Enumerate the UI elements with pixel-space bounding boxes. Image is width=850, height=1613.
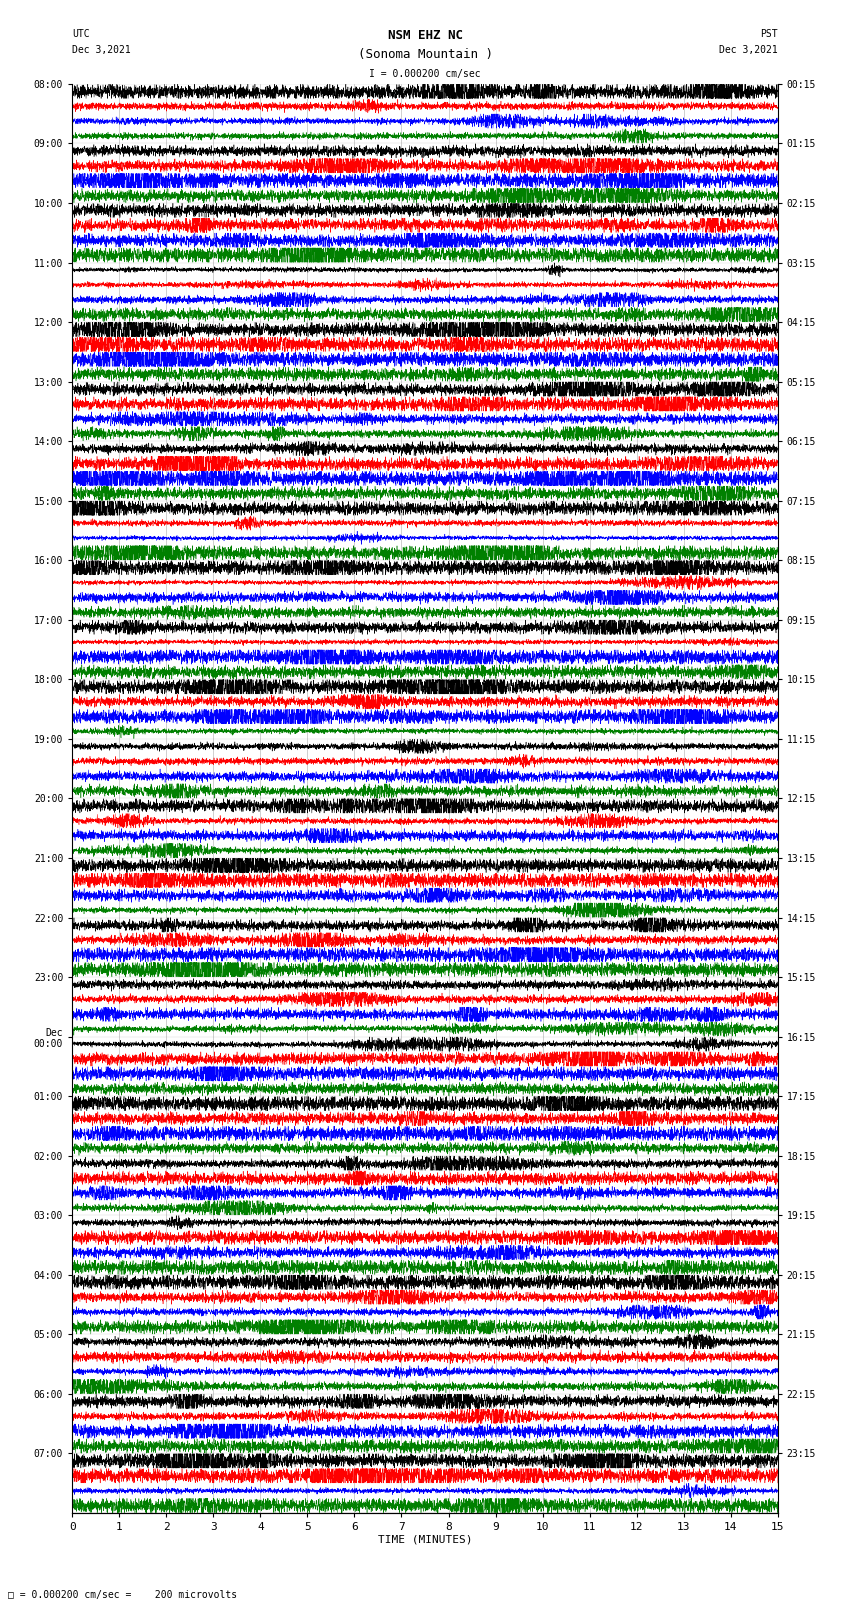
Text: □ = 0.000200 cm/sec =    200 microvolts: □ = 0.000200 cm/sec = 200 microvolts (8, 1590, 238, 1600)
Text: Dec 3,2021: Dec 3,2021 (72, 45, 131, 55)
Text: I = 0.000200 cm/sec: I = 0.000200 cm/sec (369, 69, 481, 79)
Text: NSM EHZ NC: NSM EHZ NC (388, 29, 462, 42)
Text: Dec 3,2021: Dec 3,2021 (719, 45, 778, 55)
Text: (Sonoma Mountain ): (Sonoma Mountain ) (358, 48, 492, 61)
Text: UTC: UTC (72, 29, 90, 39)
X-axis label: TIME (MINUTES): TIME (MINUTES) (377, 1536, 473, 1545)
Text: PST: PST (760, 29, 778, 39)
